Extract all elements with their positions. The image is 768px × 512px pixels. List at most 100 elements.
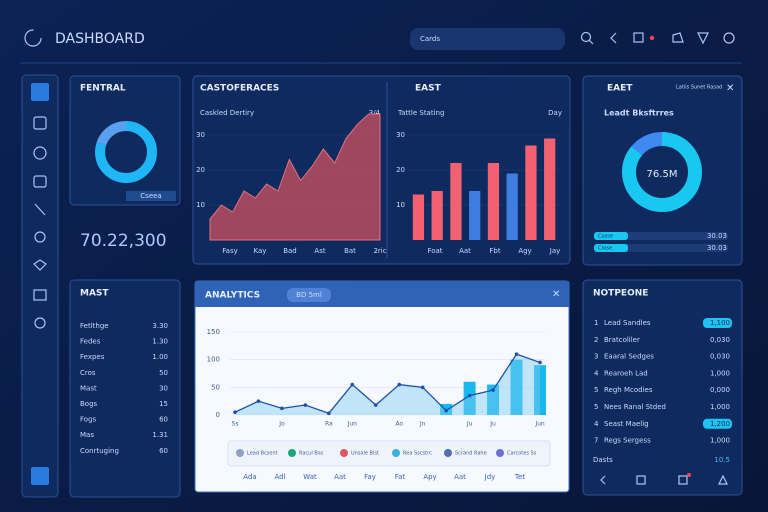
badge: Day xyxy=(548,109,562,117)
donut-segment xyxy=(95,121,157,183)
header-icons[interactable] xyxy=(580,31,735,45)
highlight-pill xyxy=(703,318,732,328)
row-value: 30.03 xyxy=(707,232,727,240)
legend-label: Rea Sscstrc xyxy=(403,451,432,457)
legend-label: Racul Bas xyxy=(299,451,324,457)
mast-panel xyxy=(69,279,181,498)
x-tick-label: Jo xyxy=(278,421,285,428)
row-label: Mas xyxy=(80,431,94,439)
x-tick-label: Ra xyxy=(325,421,333,428)
x-tick-label: Ast xyxy=(314,247,325,255)
row-value: 1,000 xyxy=(710,369,730,377)
row-label: Rearoeh Lad xyxy=(604,369,648,377)
panel-note: Latiis Sunet Rasad xyxy=(676,85,722,91)
footer-label: Dasts xyxy=(593,456,613,464)
point xyxy=(420,385,425,390)
logo xyxy=(24,29,42,47)
x-tick-label: Ao xyxy=(395,421,403,428)
x-tick-label: Foat xyxy=(427,247,442,255)
x-tick-label: Fasy xyxy=(222,247,237,255)
legend-swatch xyxy=(288,449,296,457)
legend-swatch xyxy=(236,449,244,457)
total-value: 70.22,300 xyxy=(80,231,167,251)
row-value: 1.30 xyxy=(152,338,168,346)
row-number: 5 xyxy=(594,403,598,411)
row-label: Regh Mcodies xyxy=(604,386,653,394)
close-button[interactable]: ✕ xyxy=(552,289,560,300)
point xyxy=(467,393,472,398)
month-label: Fay xyxy=(364,473,376,481)
bottom-icons[interactable] xyxy=(600,473,728,485)
close-button[interactable]: ✕ xyxy=(726,83,734,94)
x-tick-label: Bat xyxy=(344,247,356,255)
legend-swatch xyxy=(392,449,400,457)
x-tick-label: 2ric xyxy=(373,247,386,255)
point xyxy=(327,411,331,416)
bar xyxy=(431,191,443,240)
chip-label: Cseea xyxy=(140,192,161,200)
row-value: 3.30 xyxy=(152,322,168,330)
y-tick-label: 10 xyxy=(196,201,205,209)
panel-title: NOTPEONE xyxy=(593,289,648,299)
row-value: 30 xyxy=(159,384,168,392)
x-tick-label: Jay xyxy=(549,247,561,255)
x-tick-label: Agy xyxy=(518,247,531,255)
chip[interactable] xyxy=(287,288,331,302)
progress-fill xyxy=(594,232,628,240)
x-tick-label: Ss xyxy=(232,421,239,428)
row-label: Bratcoliler xyxy=(604,336,640,344)
row-number: 4 xyxy=(594,369,599,377)
row-value: 1,200 xyxy=(710,420,730,428)
y-tick-label: 20 xyxy=(196,166,205,174)
row-value: 0,000 xyxy=(710,386,730,394)
central-panel xyxy=(69,75,181,206)
month-label: Aat xyxy=(454,473,466,481)
row-value: 60 xyxy=(159,416,168,424)
bar xyxy=(525,145,537,240)
bar xyxy=(534,365,546,415)
progress-fill xyxy=(594,244,628,252)
x-tick-label: Jun xyxy=(347,421,358,428)
row-label: Mast xyxy=(80,384,97,392)
row-label: Bogs xyxy=(80,400,98,408)
point xyxy=(491,388,495,392)
y-tick-label: 50 xyxy=(211,383,220,391)
row-label: Seast Maelig xyxy=(604,420,649,428)
row-value: 1,000 xyxy=(710,437,730,445)
legend-swatch xyxy=(444,449,452,457)
row-value: 15 xyxy=(159,400,168,408)
row-number: 1 xyxy=(594,319,598,327)
row-value: 1,000 xyxy=(710,403,730,411)
row-number: 5 xyxy=(594,386,598,394)
legend-label: Lead Bcsent xyxy=(247,451,278,457)
panel-subtitle: Leadt Bksftrres xyxy=(604,109,674,118)
legend-label: Carcotes Ss xyxy=(507,451,537,457)
panel-title: EAET xyxy=(607,84,633,94)
footer-value: 10.5 xyxy=(714,456,730,464)
month-label: Jdy xyxy=(484,473,496,481)
app-title: DASHBOARD xyxy=(55,31,145,47)
month-label: Apy xyxy=(423,473,436,481)
donut-segment xyxy=(622,132,702,212)
sidebar-icons[interactable] xyxy=(31,83,49,485)
row-value: 0,030 xyxy=(710,336,730,344)
panel-subtitle: Caskled Dertiry xyxy=(200,109,254,117)
search-box[interactable] xyxy=(410,28,565,50)
point xyxy=(256,399,261,403)
point xyxy=(280,406,284,411)
panel-title: EAST xyxy=(415,84,442,94)
row-value: 1.00 xyxy=(152,353,168,361)
bar xyxy=(412,194,425,240)
x-tick-label: Bad xyxy=(283,247,297,255)
point xyxy=(373,403,378,407)
sidebar xyxy=(21,74,59,498)
y-tick-label: 10 xyxy=(396,201,405,209)
chip[interactable] xyxy=(126,191,176,201)
notpeone-panel xyxy=(582,279,743,496)
point xyxy=(538,360,542,365)
row-label: Fogs xyxy=(80,416,97,424)
eaet-panel xyxy=(582,75,743,266)
bar xyxy=(450,163,462,240)
legend-swatch xyxy=(496,449,504,457)
